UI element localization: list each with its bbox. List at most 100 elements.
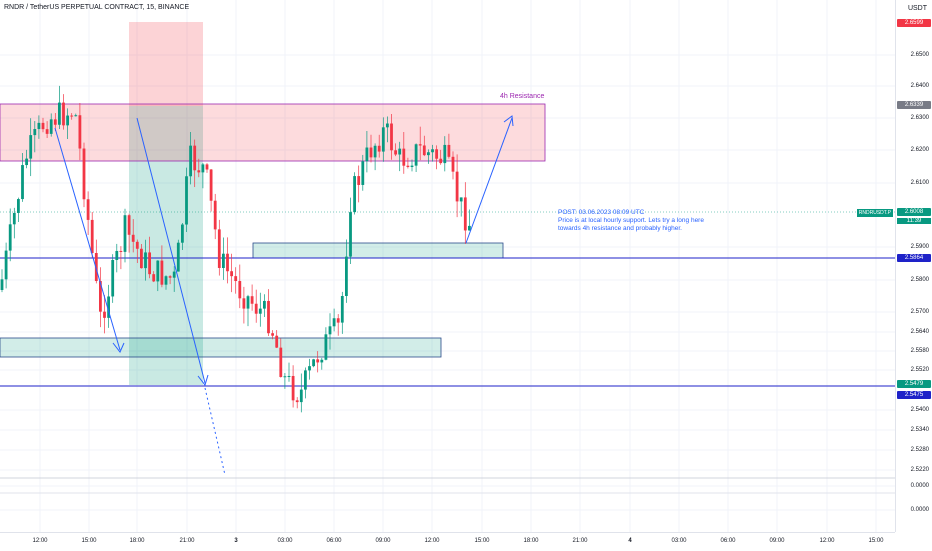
candle-body — [320, 359, 324, 363]
candle-body — [205, 164, 209, 170]
blue-level-price-badge: 2.5475 — [897, 391, 931, 399]
price-tick: 2.5900 — [910, 244, 929, 250]
candle-body — [8, 224, 12, 251]
candle-body — [299, 389, 303, 403]
candle-body — [107, 296, 110, 318]
candle-body — [90, 219, 94, 254]
candle-body — [365, 147, 369, 162]
price-tick: 0.0000 — [910, 483, 929, 489]
candle-body — [144, 252, 147, 269]
candle-body — [193, 145, 197, 171]
candle-body — [291, 375, 295, 401]
candle-body — [156, 260, 160, 282]
candle-body — [58, 102, 61, 125]
candle-body — [406, 165, 410, 167]
candle-body — [115, 250, 119, 261]
time-tick-day: 4 — [628, 538, 632, 544]
candle-body — [33, 129, 37, 136]
price-tick: 2.5220 — [910, 467, 929, 473]
candle-body — [263, 300, 266, 309]
candle-body — [78, 115, 82, 149]
candle-body — [230, 271, 233, 277]
candle-body — [222, 253, 225, 268]
support-line-price-badge: 2.5864 — [897, 254, 931, 262]
time-tick: 03:00 — [671, 538, 687, 544]
candle-body — [345, 256, 348, 297]
candle-body — [29, 135, 33, 159]
candle-body — [226, 253, 229, 272]
candle-body — [328, 326, 332, 335]
resistance-zone — [0, 103, 546, 162]
candle-body — [103, 311, 106, 318]
time-tick: 06:00 — [326, 538, 342, 544]
candle-body — [373, 145, 377, 158]
price-tick: 2.5580 — [910, 348, 929, 354]
resistance-label[interactable]: 4h Resistance — [500, 93, 545, 100]
time-axis[interactable]: 12:00 15:00 18:00 21:00 3 03:00 06:00 09… — [0, 532, 895, 551]
drawing-zones — [0, 22, 895, 387]
candle-body — [304, 370, 307, 390]
forecast-arrow-line — [54, 127, 121, 351]
time-tick: 18:00 — [523, 538, 539, 544]
chart-area[interactable]: RNDR / TetherUS PERPETUAL CONTRACT, 15, … — [0, 0, 895, 532]
candle-body — [295, 400, 299, 403]
candle-body — [316, 359, 320, 363]
post-line-2: Price is at local hourly support. Lets t… — [558, 217, 704, 224]
candle-body — [213, 200, 217, 230]
currency-label: USDT — [907, 5, 927, 12]
time-tick: 21:00 — [179, 538, 195, 544]
price-tick: 2.5340 — [910, 427, 929, 433]
time-tick: 18:00 — [129, 538, 145, 544]
candle-body — [435, 149, 438, 159]
candle-body — [41, 122, 45, 130]
candle-body — [422, 145, 426, 156]
candle-body — [135, 241, 139, 249]
grid — [0, 0, 895, 532]
candle-body — [455, 171, 459, 202]
candle-body — [0, 279, 4, 290]
candle-body — [181, 224, 184, 243]
candle-body — [468, 225, 471, 231]
candle-body — [217, 229, 221, 268]
candle-body — [369, 147, 373, 158]
candle-body — [53, 119, 57, 125]
post-line-1: POST: 03.06.2023 08:09 UTC — [558, 209, 645, 216]
candle-body — [402, 148, 406, 166]
price-tick: 2.6100 — [910, 180, 929, 186]
time-tick: 15:00 — [868, 538, 884, 544]
candle-body — [340, 296, 344, 323]
post-annotation[interactable]: POST: 03.06.2023 08:09 UTC Price is at l… — [558, 209, 704, 233]
support-zone-upper — [252, 242, 504, 259]
candle-body — [172, 271, 176, 278]
short-position-risk-zone — [129, 22, 203, 106]
price-axis[interactable]: USDT 2.6500 2.6400 2.6300 2.6200 2.6100 … — [895, 0, 932, 532]
symbol-title[interactable]: RNDR / TetherUS PERPETUAL CONTRACT, 15, … — [4, 4, 190, 11]
candle-body — [49, 119, 53, 134]
candle-body — [332, 318, 336, 327]
time-tick: 03:00 — [277, 538, 293, 544]
candle-body — [66, 115, 69, 126]
time-tick: 06:00 — [720, 538, 736, 544]
candle-body — [4, 250, 8, 280]
symbol-price-tag: RNDRUSDT.P — [856, 209, 893, 217]
current-price-badge: 2.6008 — [897, 208, 931, 216]
candle-body — [439, 158, 443, 164]
candle-body — [86, 199, 90, 220]
candle-body — [308, 366, 311, 371]
candlestick-chart[interactable] — [0, 0, 895, 532]
price-tick: 2.5400 — [910, 407, 929, 413]
price-tick: 2.6500 — [910, 52, 929, 58]
candle-body — [17, 199, 20, 213]
time-tick: 15:00 — [474, 538, 490, 544]
projection-dotted-line — [204, 387, 226, 476]
high-price-badge: 2.6599 — [897, 19, 931, 27]
candle-body — [398, 148, 402, 155]
candle-body — [45, 129, 49, 134]
price-tick: 2.5640 — [910, 329, 929, 335]
candle-body — [12, 212, 16, 225]
candle-body — [361, 161, 365, 185]
candle-body — [410, 165, 414, 167]
candle-body — [254, 303, 258, 314]
candle-body — [70, 115, 74, 117]
time-tick: 12:00 — [819, 538, 835, 544]
